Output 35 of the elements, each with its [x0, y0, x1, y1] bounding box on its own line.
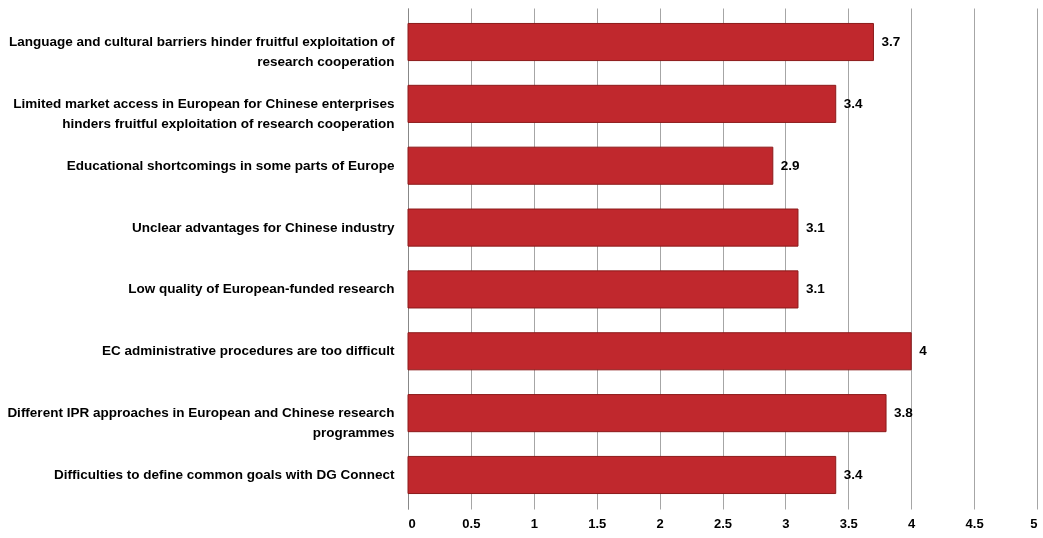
data-label: 3.8 [894, 405, 914, 421]
data-label: 3.1 [805, 281, 826, 297]
x-tick-label: 2.5 [713, 515, 733, 531]
y-tick-label: Limited market access in European for Chinese enterprises hinders fruitful exploitation of research cooperation [13, 95, 395, 131]
bar [407, 270, 799, 309]
bar [407, 84, 837, 123]
y-tick-label: Difficulties to define common goals with DG Connect [53, 466, 395, 482]
x-tick-label: 3 [782, 515, 790, 531]
x-tick-label: 4.5 [965, 515, 984, 531]
bar [407, 394, 887, 433]
data-label: 3.4 [843, 95, 863, 111]
x-tick-label: 1 [530, 515, 538, 531]
bar [407, 455, 837, 495]
x-tick-label: 4 [908, 515, 917, 531]
data-label: 3.4 [843, 466, 863, 482]
y-tick-label: Educational shortcomings in some parts of Europe [66, 157, 395, 173]
y-tick-label: Unclear advantages for Chinese industry [131, 219, 395, 235]
y-tick-label: Different IPR approaches in European and Chinese research programmes [7, 405, 395, 441]
data-label: 2.9 [780, 157, 800, 173]
bar [407, 208, 799, 247]
data-label: 3.1 [805, 219, 826, 235]
bar [407, 22, 874, 62]
y-tick-label: EC administrative procedures are too difficult [101, 343, 395, 359]
x-tick-label: 0.5 [462, 515, 481, 531]
x-tick-label: 2 [656, 515, 664, 531]
data-label: 3.7 [881, 34, 901, 50]
bar [407, 146, 774, 185]
x-tick-label: 0 [408, 515, 416, 531]
y-tick-label: Low quality of European-funded research [128, 281, 395, 297]
x-tick-label: 1.5 [588, 515, 607, 531]
bar [407, 332, 912, 371]
y-tick-label: Language and cultural barriers hinder fruitful exploitation of research cooperation [8, 34, 395, 70]
x-tick-label: 3.5 [839, 515, 858, 531]
data-label: 4 [919, 343, 928, 359]
x-tick-label: 5 [1030, 515, 1038, 531]
